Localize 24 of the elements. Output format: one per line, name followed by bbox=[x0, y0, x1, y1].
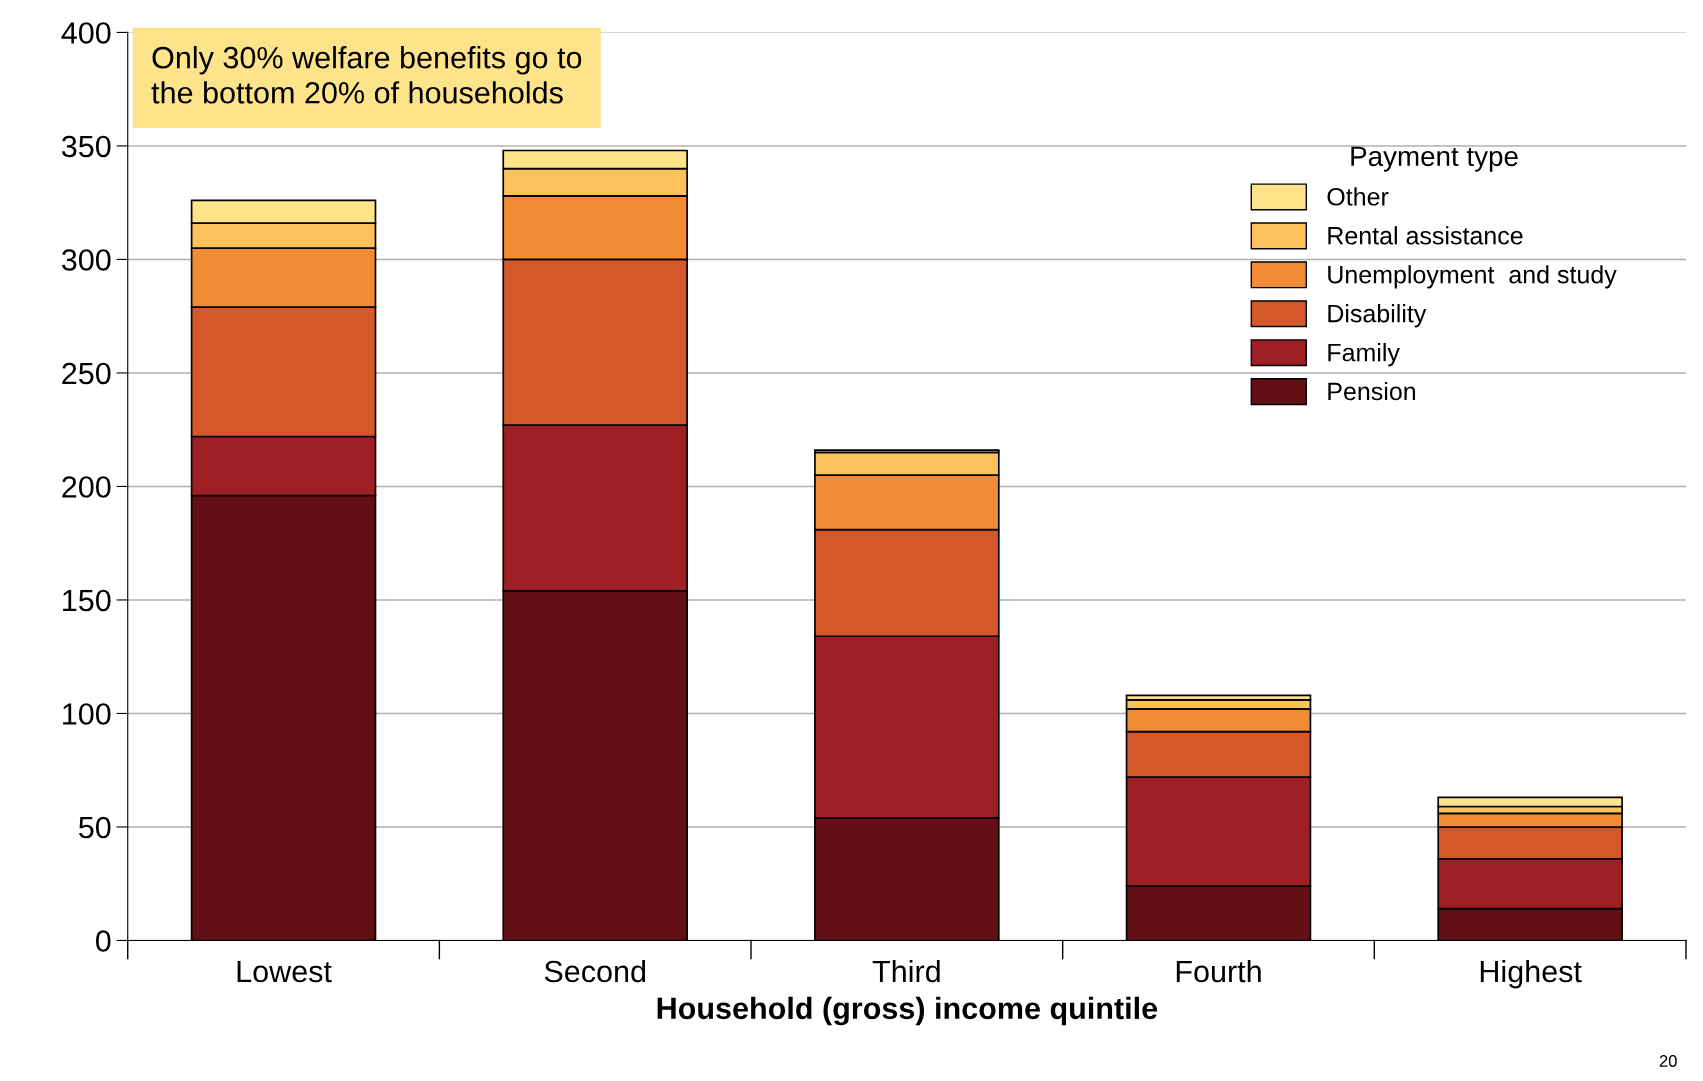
legend-label: Family bbox=[1328, 343, 1400, 367]
legend-label: Rental assistance bbox=[1328, 226, 1523, 245]
x-tick-label: Lowest bbox=[237, 961, 332, 983]
x-tick-label: Third bbox=[872, 959, 940, 983]
legend-label: Unemployment and study bbox=[1328, 265, 1617, 289]
y-tick-label: 100 bbox=[63, 703, 111, 725]
x-tick-label: Highest bbox=[1480, 959, 1582, 989]
y-tick-label: 250 bbox=[62, 362, 111, 385]
legend-label: Other bbox=[1327, 187, 1389, 206]
text: Only 30% welfare benefits go to the bottom 20% of households bbox=[151, 46, 582, 104]
x-axis-title: Household (gross) income quintile bbox=[657, 996, 1158, 1026]
text: 20 bbox=[1659, 1055, 1677, 1067]
x-tick-label: Second bbox=[544, 959, 646, 983]
y-tick-label: 300 bbox=[61, 249, 111, 271]
x-tick-label: Fourth bbox=[1176, 959, 1261, 983]
legend-title: Payment type bbox=[1351, 146, 1518, 172]
y-tick-label: 200 bbox=[62, 476, 111, 498]
y-tick-label: 350 bbox=[61, 135, 111, 158]
legend-label: Disability bbox=[1328, 304, 1427, 328]
y-tick-label: 400 bbox=[61, 22, 111, 44]
y-tick-label: 0 bbox=[95, 930, 111, 952]
y-tick-label: 50 bbox=[78, 816, 111, 839]
y-tick-label: 150 bbox=[63, 589, 111, 612]
legend-label: Pension bbox=[1328, 381, 1416, 401]
